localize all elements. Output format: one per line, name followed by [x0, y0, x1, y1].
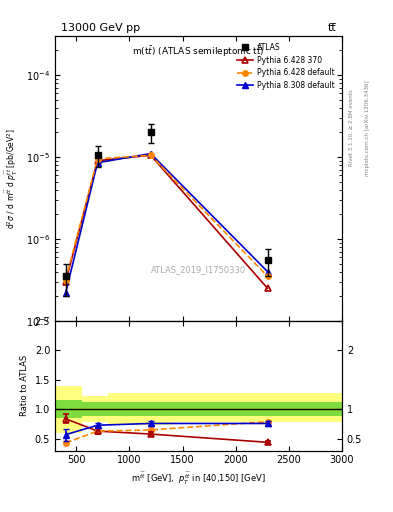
Text: Rivet 3.1.10, ≥ 2.8M events: Rivet 3.1.10, ≥ 2.8M events — [349, 90, 354, 166]
Pythia 8.308 default — [148, 151, 153, 157]
Pythia 6.428 default — [95, 156, 100, 162]
Pythia 8.308 default — [63, 290, 68, 296]
Text: ATLAS_2019_I1750330: ATLAS_2019_I1750330 — [151, 265, 246, 274]
Line: Pythia 6.428 370: Pythia 6.428 370 — [62, 152, 271, 292]
Text: mcplots.cern.ch [arXiv:1306.3436]: mcplots.cern.ch [arXiv:1306.3436] — [365, 80, 370, 176]
Line: Pythia 8.308 default: Pythia 8.308 default — [62, 150, 271, 296]
Pythia 6.428 370 — [148, 152, 153, 158]
Pythia 6.428 370 — [63, 279, 68, 285]
X-axis label: m$^{\bar{t}\bar{t}}$ [GeV],  $p_T^{\bar{t}\bar{t}}$ in [40,150] [GeV]: m$^{\bar{t}\bar{t}}$ [GeV], $p_T^{\bar{t… — [131, 471, 266, 487]
Pythia 8.308 default — [265, 268, 270, 274]
Y-axis label: Ratio to ATLAS: Ratio to ATLAS — [20, 355, 29, 416]
Pythia 6.428 370 — [265, 285, 270, 291]
Pythia 6.428 default — [63, 276, 68, 283]
Pythia 6.428 default — [265, 273, 270, 280]
Line: Pythia 6.428 default: Pythia 6.428 default — [63, 153, 270, 282]
Legend: ATLAS, Pythia 6.428 370, Pythia 6.428 default, Pythia 8.308 default: ATLAS, Pythia 6.428 370, Pythia 6.428 de… — [233, 39, 338, 93]
Pythia 6.428 default — [148, 152, 153, 158]
Text: tt̅: tt̅ — [327, 23, 336, 33]
Text: 13000 GeV pp: 13000 GeV pp — [61, 23, 140, 33]
Pythia 6.428 370 — [95, 158, 100, 164]
Y-axis label: d$^2\sigma$ / d m$^{\bar{t}\bar{t}}$ d $p_T^{\bar{t}\bar{t}}$ [pb/GeV$^2$]: d$^2\sigma$ / d m$^{\bar{t}\bar{t}}$ d $… — [4, 128, 20, 229]
Text: m(t$\bar{t}$) (ATLAS semileptonic t$\bar{t}$): m(t$\bar{t}$) (ATLAS semileptonic t$\bar… — [132, 45, 265, 59]
Pythia 8.308 default — [95, 160, 100, 166]
